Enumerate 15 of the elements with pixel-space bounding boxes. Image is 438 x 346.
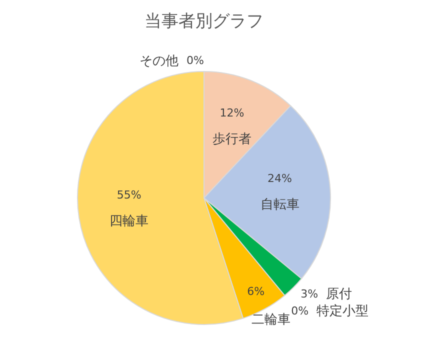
data-label: 55% <box>116 188 142 202</box>
slice-label: 原付 <box>326 286 352 302</box>
slice-label: 四輪車 <box>110 214 149 230</box>
data-label: 6% <box>247 285 265 298</box>
data-label: 24% <box>268 172 292 186</box>
text: 0% <box>291 304 309 318</box>
data-label: 3% <box>300 287 318 300</box>
data-label: 12% <box>220 106 244 120</box>
category-label: 特定小型 <box>316 304 369 319</box>
text: 0% <box>186 54 204 68</box>
slice-label: 歩行者 <box>212 132 252 147</box>
chart-title: 当事者別グラフ <box>144 11 264 32</box>
slice-label: 自転車 <box>260 198 300 213</box>
slice-label: 二輪車 <box>252 312 291 328</box>
category-label: その他 <box>140 54 179 69</box>
